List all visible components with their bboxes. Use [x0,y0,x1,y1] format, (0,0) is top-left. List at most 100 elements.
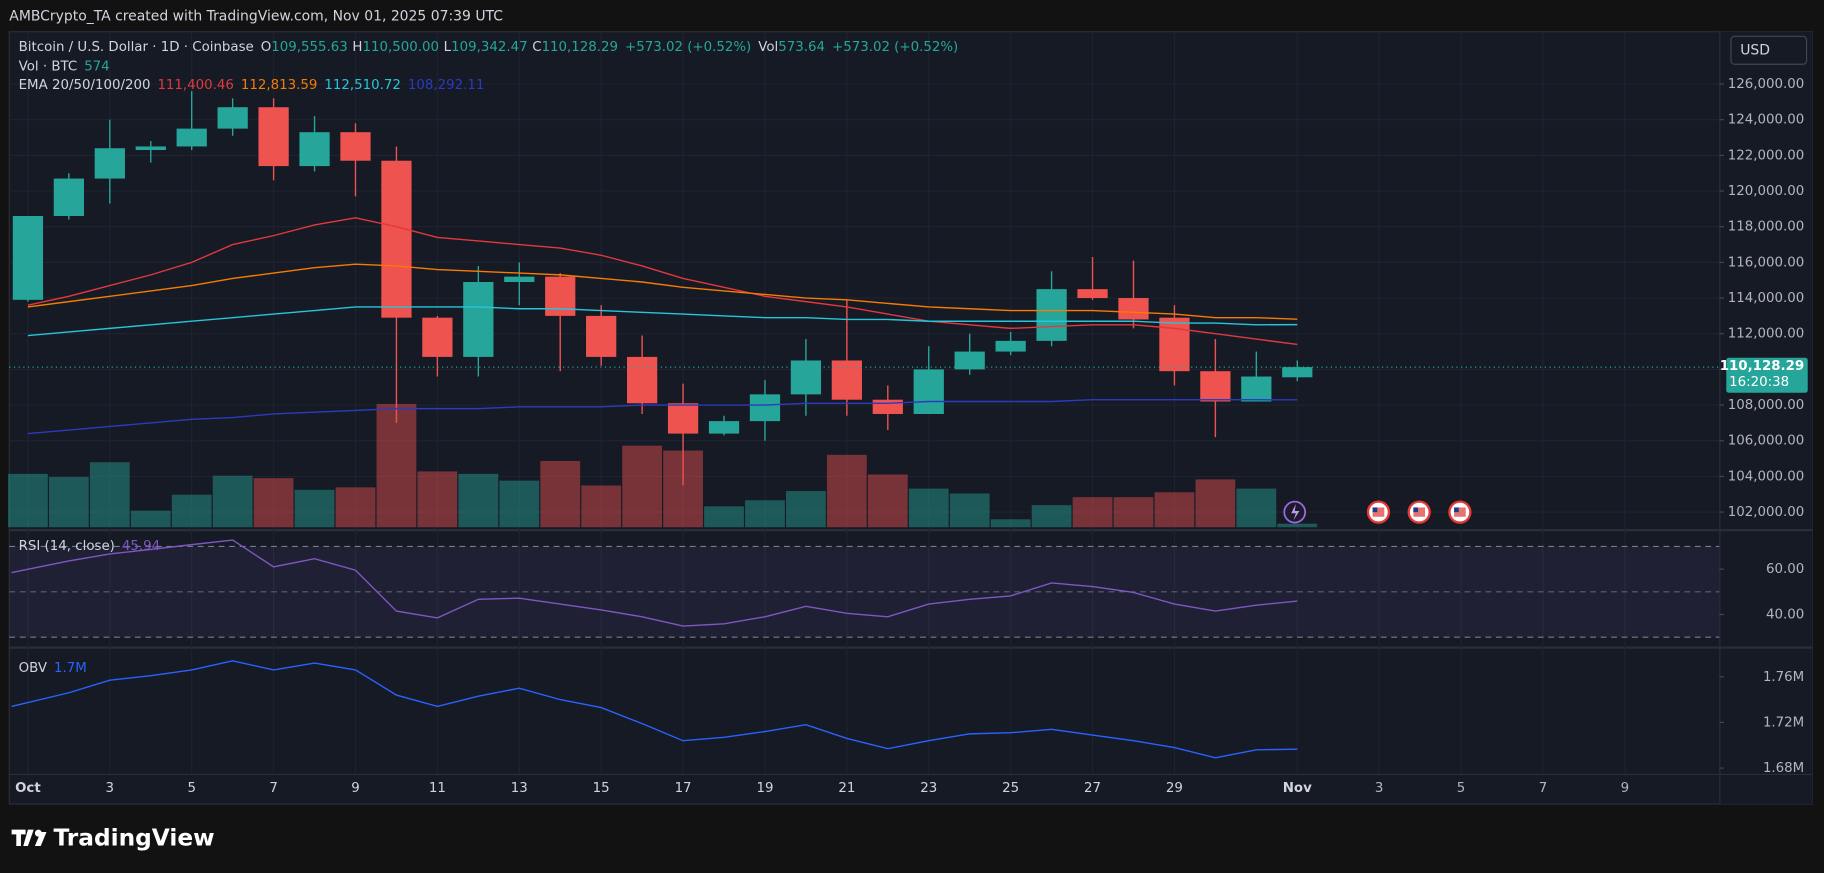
brand-logo: TradingView [11,824,215,851]
candle-body [504,276,535,283]
x-tick-label: 17 [675,781,692,796]
ema-title: EMA 20/50/100/200 [19,78,151,93]
legend-row: Bitcoin / U.S. Dollar · 1D · Coinbase O10… [19,40,959,55]
rsi-title: RSI (14, close) [19,539,115,554]
currency-label[interactable]: USD [1740,42,1770,58]
obv-title: OBV [19,661,48,676]
y-tick-label: 112,000.00 [1728,327,1805,342]
ema-value: 112,510.72 [324,78,401,93]
ema-line [27,263,1298,320]
flag-glyph [1454,507,1459,513]
x-tick-label: 3 [1375,781,1384,796]
flag-glyph [1372,507,1385,517]
legend-value: +573.02 (+0.52%) [832,40,958,55]
ema-value: 111,400.46 [157,78,234,93]
volume-bar [1031,505,1072,528]
candle-body [463,282,494,357]
x-tick-label: 11 [429,781,446,796]
candle-body [217,107,248,129]
legend-value: 110,500.00 [362,40,439,55]
volume-bar [294,489,335,528]
y-tick-label: 1.76M [1763,670,1804,685]
x-tick-label: 13 [511,781,528,796]
volume-bar [376,403,417,528]
plot: Oct 3 5 7 9 11 13 15 17 19 21 23 25 27 29 Nov 3 5 7 9 102,00… [8,32,1808,796]
volume-bar [1072,497,1113,528]
candle-body [94,148,125,179]
flag-glyph [1413,507,1419,513]
x-tick-label: 19 [756,781,773,796]
legend-key: C [532,40,541,55]
volume-bar [1113,497,1154,528]
x-tick-label: 9 [351,781,359,796]
volume-bar [990,519,1031,528]
ema-line [27,399,1298,435]
y-tick-label: 1.68M [1763,761,1804,776]
volume-bar [786,491,826,528]
candle-body [258,107,289,167]
candle-body [831,360,862,400]
volume-bar [212,475,253,528]
candle-body [1241,376,1272,402]
currency-button[interactable]: USD [1730,35,1808,65]
legend-row: EMA 20/50/100/200 111,400.46 112,813.59 112… [19,78,485,93]
candle-body [299,132,330,167]
y-tick-label: 120,000.00 [1728,184,1805,199]
legend-value: 573.64 [778,40,825,55]
y-tick-label: 118,000.00 [1728,220,1805,235]
ema-line [27,217,1298,346]
ema-line [27,306,1298,337]
flag-glyph [1454,507,1466,517]
candle-body [749,394,781,422]
x-tick-label: 25 [1002,781,1019,796]
candle-body [586,315,617,357]
volume-bar [1236,488,1277,528]
ema-value: 108,292.11 [408,78,485,93]
candle-body [1118,298,1149,320]
indicator-line [11,539,1298,627]
lightning-glyph [1291,503,1300,521]
legend-key: Vol [758,40,778,55]
volume-bar [8,473,48,528]
volume-bar [499,480,540,528]
candle-body [913,369,944,414]
x-tick-label: Nov [1283,781,1312,796]
y-tick-label: 114,000.00 [1728,291,1805,306]
candle-body [872,399,903,414]
candle-body [1200,371,1231,402]
volume-bar [908,488,949,528]
last-price-label: 110,128.29 [1720,359,1805,374]
volume-bar [48,476,89,528]
candle-body [667,403,699,434]
x-tick-label: Oct [15,781,41,796]
flag-glyph [1413,507,1425,517]
volume-bar [704,506,744,528]
currency-button-box[interactable] [1730,35,1808,65]
candle-body [1036,289,1067,341]
x-tick-label: 21 [838,781,855,796]
volume-bar [581,485,622,528]
legend-row: Vol · BTC 574 [19,60,110,75]
candle-body [708,421,740,434]
legend-value: 110,128.29 [542,40,619,55]
legend-key: H [352,40,362,55]
candle-body [135,146,166,151]
legend-key: L [444,40,452,55]
candle-body [176,128,207,147]
header-caption: AMBCrypto_TA created with TradingView.co… [9,9,503,25]
candle-body [545,276,576,316]
y-tick-label: 60.00 [1766,562,1804,577]
volume-bar [335,487,376,528]
volume-bar [826,454,867,528]
x-tick-label: 7 [1539,781,1548,796]
y-tick-label: 116,000.00 [1728,255,1805,270]
legend-value: 109,555.63 [271,40,348,55]
y-tick-label: 124,000.00 [1728,113,1805,128]
candle-body [790,360,822,395]
volume-bar [130,510,171,528]
candle-body [995,340,1026,352]
candle-body [422,317,453,357]
price-axis-area [1719,31,1813,805]
